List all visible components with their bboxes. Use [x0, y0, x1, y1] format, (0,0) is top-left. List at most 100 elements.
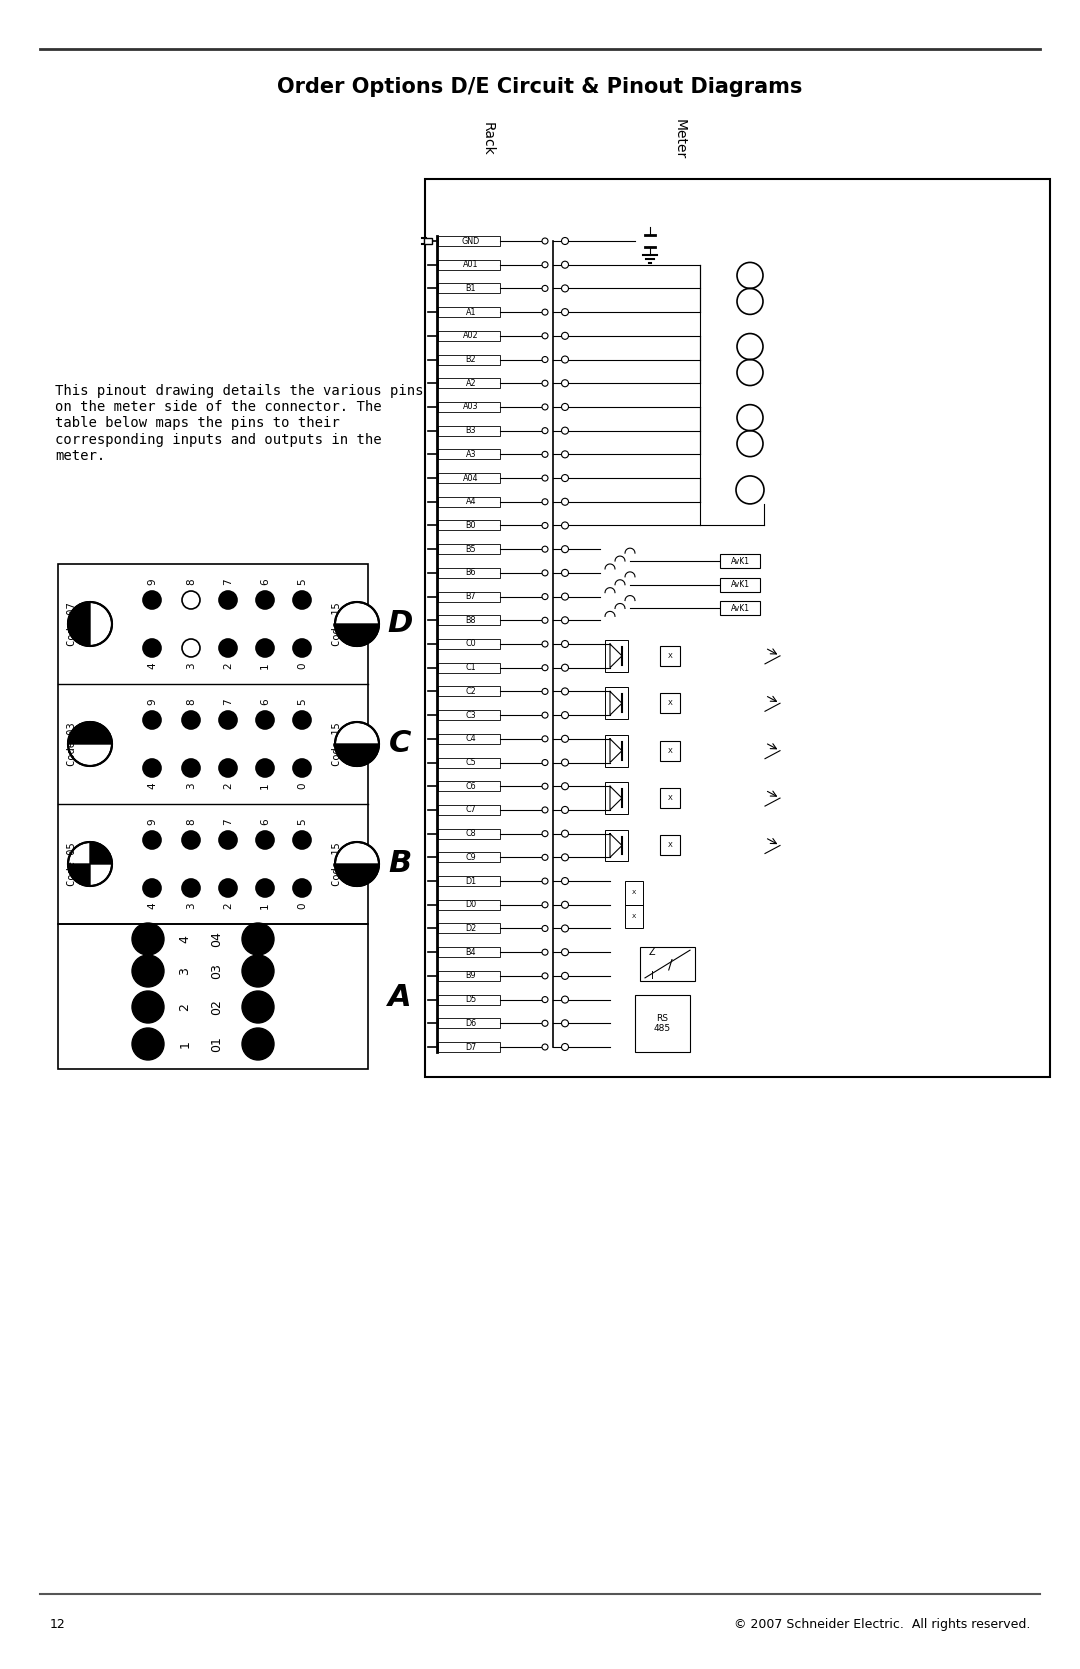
Text: 6: 6: [260, 699, 270, 706]
Circle shape: [562, 569, 568, 576]
Circle shape: [242, 923, 274, 955]
Text: 6: 6: [260, 819, 270, 824]
Wedge shape: [90, 841, 112, 865]
Text: 7: 7: [222, 579, 233, 586]
Circle shape: [542, 1045, 548, 1050]
Circle shape: [68, 603, 112, 646]
Bar: [605, 783, 627, 814]
Circle shape: [542, 759, 548, 766]
Text: 9: 9: [147, 699, 157, 706]
Circle shape: [542, 427, 548, 434]
Text: 04: 04: [211, 931, 224, 946]
Bar: [438, 260, 500, 270]
Circle shape: [68, 841, 112, 886]
Text: A3: A3: [465, 451, 476, 459]
Text: 4: 4: [147, 903, 157, 910]
Text: B8: B8: [465, 616, 476, 624]
Circle shape: [293, 711, 311, 729]
Bar: [438, 804, 500, 814]
Circle shape: [242, 1028, 274, 1060]
Circle shape: [132, 955, 164, 986]
Circle shape: [183, 711, 200, 729]
Circle shape: [562, 522, 568, 529]
Circle shape: [542, 499, 548, 504]
Circle shape: [562, 237, 568, 244]
Bar: [720, 577, 760, 592]
Bar: [438, 591, 500, 601]
Circle shape: [219, 880, 237, 896]
Circle shape: [562, 1020, 568, 1026]
Circle shape: [562, 736, 568, 743]
Circle shape: [183, 639, 200, 658]
Text: B: B: [389, 850, 411, 878]
Text: B0: B0: [465, 521, 476, 531]
Circle shape: [132, 991, 164, 1023]
Text: Code 15: Code 15: [332, 723, 342, 766]
Text: 12: 12: [50, 1617, 66, 1631]
Text: B9: B9: [465, 971, 476, 980]
Text: 1: 1: [178, 1040, 191, 1048]
Circle shape: [542, 950, 548, 955]
Circle shape: [542, 855, 548, 860]
Text: 5: 5: [297, 819, 307, 824]
Circle shape: [542, 618, 548, 623]
Bar: [635, 995, 690, 1051]
Circle shape: [242, 991, 274, 1023]
Text: B6: B6: [465, 569, 476, 577]
Text: D6: D6: [465, 1018, 476, 1028]
Text: X: X: [632, 915, 636, 920]
Text: A01: A01: [463, 260, 478, 269]
Text: X: X: [667, 843, 673, 848]
Bar: [438, 567, 500, 577]
Bar: [438, 758, 500, 768]
Circle shape: [542, 831, 548, 836]
Text: Z: Z: [649, 948, 656, 958]
Text: Code 03: Code 03: [67, 723, 77, 766]
Text: 3: 3: [178, 966, 191, 975]
Bar: [438, 923, 500, 933]
Circle shape: [562, 592, 568, 601]
Circle shape: [542, 594, 548, 599]
Text: Code 07: Code 07: [67, 603, 77, 646]
Text: X: X: [667, 701, 673, 706]
Text: Code 15: Code 15: [332, 843, 342, 886]
Bar: [438, 1018, 500, 1028]
Text: 0: 0: [297, 663, 307, 669]
Circle shape: [562, 688, 568, 694]
Bar: [438, 853, 500, 863]
Circle shape: [562, 878, 568, 885]
Text: X: X: [632, 891, 636, 895]
Circle shape: [562, 546, 568, 552]
Text: X: X: [667, 653, 673, 659]
Bar: [438, 948, 500, 958]
Bar: [438, 354, 500, 364]
Text: C6: C6: [465, 781, 476, 791]
Bar: [438, 284, 500, 294]
Text: 9: 9: [147, 819, 157, 824]
Text: 8: 8: [186, 699, 195, 706]
Circle shape: [542, 901, 548, 908]
Circle shape: [219, 639, 237, 658]
Circle shape: [219, 759, 237, 778]
Text: 8: 8: [186, 579, 195, 586]
Circle shape: [562, 262, 568, 269]
Wedge shape: [68, 603, 90, 646]
Text: B1: B1: [465, 284, 476, 294]
Text: A: A: [388, 983, 411, 1011]
Bar: [660, 646, 680, 666]
Circle shape: [562, 285, 568, 292]
Text: 7: 7: [222, 699, 233, 706]
Text: B2: B2: [465, 355, 476, 364]
Text: 4: 4: [147, 663, 157, 669]
Text: 01: 01: [211, 1036, 224, 1051]
Circle shape: [562, 829, 568, 838]
Circle shape: [542, 451, 548, 457]
Circle shape: [562, 404, 568, 411]
Bar: [438, 616, 500, 626]
Bar: [426, 179, 1050, 1077]
Text: 2: 2: [222, 903, 233, 910]
Text: B5: B5: [465, 544, 476, 554]
Circle shape: [542, 522, 548, 529]
Circle shape: [562, 806, 568, 813]
Bar: [720, 601, 760, 616]
